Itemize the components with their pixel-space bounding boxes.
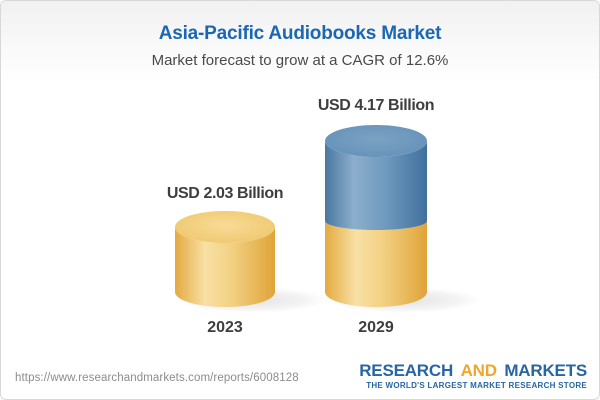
bar-2029-growth — [325, 125, 427, 230]
value-label-2029: USD 4.17 Billion — [317, 97, 435, 114]
bar-2023 — [175, 211, 275, 307]
value-label-2023: USD 2.03 Billion — [166, 185, 284, 202]
brand-wordmark: RESEARCH AND MARKETS — [359, 362, 587, 379]
logo-word-research: RESEARCH — [359, 361, 454, 380]
header-band — [1, 1, 599, 96]
year-label-2029: 2029 — [358, 319, 394, 336]
report-url: https://www.researchandmarkets.com/repor… — [15, 372, 299, 384]
brand-tagline: THE WORLD'S LARGEST MARKET RESEARCH STOR… — [366, 381, 587, 390]
brand-logo: RESEARCH AND MARKETS THE WORLD'S LARGEST… — [359, 362, 587, 390]
bar-2029-base — [325, 221, 427, 307]
page-subtitle: Market forecast to grow at a CAGR of 12.… — [151, 52, 449, 69]
page-title: Asia-Pacific Audiobooks Market — [158, 23, 442, 44]
logo-word-and: AND — [460, 361, 497, 380]
logo-word-markets: MARKETS — [504, 361, 587, 380]
year-label-2023: 2023 — [207, 319, 243, 336]
